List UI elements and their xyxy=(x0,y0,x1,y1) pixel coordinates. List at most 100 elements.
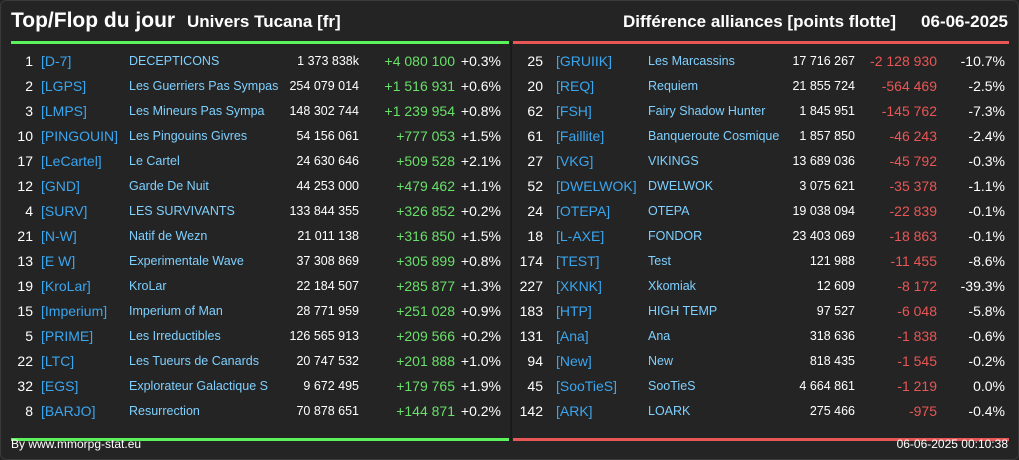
rank-value: 1 xyxy=(25,53,33,69)
rank-value: 25 xyxy=(527,53,543,69)
percent-change: -0.6% xyxy=(968,328,1005,344)
percent-change: +0.3% xyxy=(460,53,501,69)
alliance-name[interactable]: Les Mineurs Pas Sympa xyxy=(129,104,265,118)
percent-change: -0.2% xyxy=(968,353,1005,369)
alliance-name[interactable]: Xkomiak xyxy=(648,279,696,293)
flop-row: 94 [New] New 818 435 -1 545 -0.2% xyxy=(513,349,1009,374)
alliance-name[interactable]: LES SURVIVANTS xyxy=(129,204,235,218)
alliance-name[interactable]: Requiem xyxy=(648,79,699,93)
alliance-name[interactable]: Banqueroute Cosmique xyxy=(648,129,780,143)
rank-value: 227 xyxy=(519,278,543,294)
alliance-tag[interactable]: [Imperium] xyxy=(41,303,108,319)
percent-change: +1.3% xyxy=(460,278,501,294)
alliance-name[interactable]: OTEPA xyxy=(648,204,690,218)
alliance-name[interactable]: DWELWOK xyxy=(648,179,714,193)
alliance-tag[interactable]: [L-AXE] xyxy=(556,228,605,244)
alliance-name[interactable]: Natif de Wezn xyxy=(129,229,208,243)
alliance-name[interactable]: DECEPTICONS xyxy=(129,54,220,68)
percent-change: +0.8% xyxy=(460,103,501,119)
points-difference: +509 528 xyxy=(396,153,455,169)
alliance-tag[interactable]: [LeCartel] xyxy=(41,153,102,169)
percent-change: 0.0% xyxy=(973,378,1005,394)
alliance-tag[interactable]: [LGPS] xyxy=(41,78,87,94)
alliance-tag[interactable]: [TEST] xyxy=(556,253,600,269)
alliance-name[interactable]: Experimentale Wave xyxy=(129,254,244,268)
points-value: 12 609 xyxy=(816,279,855,293)
alliance-name[interactable]: Le Cartel xyxy=(129,154,180,168)
alliance-name[interactable]: Explorateur Galactique S xyxy=(129,379,268,393)
alliance-tag[interactable]: [HTP] xyxy=(556,303,592,319)
header: Top/Flop du jour Univers Tucana [fr] Dif… xyxy=(11,9,1008,37)
alliance-tag[interactable]: [PINGOUIN] xyxy=(41,128,119,144)
alliance-tag[interactable]: [LMPS] xyxy=(41,103,87,119)
alliance-tag[interactable]: [EGS] xyxy=(41,378,79,394)
rank-value: 131 xyxy=(519,328,543,344)
percent-change: -2.5% xyxy=(968,78,1005,94)
points-difference: -8 172 xyxy=(897,278,937,294)
points-difference: -11 455 xyxy=(890,253,937,269)
percent-change: -2.4% xyxy=(968,128,1005,144)
alliance-name[interactable]: Resurrection xyxy=(129,404,200,418)
points-value: 44 253 000 xyxy=(296,179,359,193)
alliance-tag[interactable]: [Faillite] xyxy=(556,128,605,144)
percent-change: +1.0% xyxy=(460,353,501,369)
alliance-tag[interactable]: [FSH] xyxy=(556,103,592,119)
rank-value: 61 xyxy=(527,128,543,144)
rank-value: 5 xyxy=(25,328,33,344)
alliance-name[interactable]: Les Marcassins xyxy=(648,54,735,68)
alliance-name[interactable]: FONDOR xyxy=(648,229,703,243)
alliance-tag[interactable]: [BARJO] xyxy=(41,403,96,419)
percent-change: -5.8% xyxy=(968,303,1005,319)
alliance-name[interactable]: Ana xyxy=(648,329,671,343)
alliance-name[interactable]: SooTieS xyxy=(648,379,696,393)
alliance-tag[interactable]: [GRUIIK] xyxy=(556,53,613,69)
alliance-tag[interactable]: [VKG] xyxy=(556,153,594,169)
alliance-tag[interactable]: [PRIME] xyxy=(41,328,94,344)
alliance-tag[interactable]: [E W] xyxy=(41,253,76,269)
top-row: 15 [Imperium] Imperium of Man 28 771 959 +25… xyxy=(11,299,509,324)
alliance-tag[interactable]: [New] xyxy=(556,353,592,369)
rank-value: 8 xyxy=(25,403,33,419)
alliance-tag[interactable]: [LTC] xyxy=(41,353,75,369)
flop-row: 45 [SooTieS] SooTieS 4 664 861 -1 219 0.0% xyxy=(513,374,1009,399)
alliance-name[interactable]: Les Guerriers Pas Sympas xyxy=(129,79,279,93)
alliance-name[interactable]: VIKINGS xyxy=(648,154,699,168)
alliance-name[interactable]: LOARK xyxy=(648,404,691,418)
alliance-tag[interactable]: [KroLar] xyxy=(41,278,91,294)
alliance-tag[interactable]: [ARK] xyxy=(556,403,593,419)
alliance-tag[interactable]: [N-W] xyxy=(41,228,77,244)
alliance-name[interactable]: Garde De Nuit xyxy=(129,179,209,193)
points-value: 97 527 xyxy=(816,304,855,318)
alliance-tag[interactable]: [Ana] xyxy=(556,328,589,344)
alliance-name[interactable]: New xyxy=(648,354,674,368)
rank-value: 45 xyxy=(527,378,543,394)
points-difference: +4 080 100 xyxy=(384,53,455,69)
alliance-name[interactable]: Test xyxy=(648,254,671,268)
points-value: 19 038 094 xyxy=(792,204,855,218)
points-difference: +479 462 xyxy=(396,178,455,194)
rank-value: 20 xyxy=(527,78,543,94)
alliance-tag[interactable]: [GND] xyxy=(41,178,80,194)
points-value: 4 664 861 xyxy=(799,379,855,393)
rank-value: 174 xyxy=(519,253,543,269)
percent-change: -7.3% xyxy=(968,103,1005,119)
points-difference: +179 765 xyxy=(396,378,455,394)
points-value: 13 689 036 xyxy=(792,154,855,168)
alliance-name[interactable]: Fairy Shadow Hunter xyxy=(648,104,766,118)
alliance-name[interactable]: Les Pingouins Givres xyxy=(129,129,248,143)
points-value: 318 636 xyxy=(809,329,855,343)
alliance-tag[interactable]: [DWELWOK] xyxy=(556,178,637,194)
alliance-tag[interactable]: [OTEPA] xyxy=(556,203,611,219)
alliance-tag[interactable]: [XKNK] xyxy=(556,278,602,294)
alliance-tag[interactable]: [SooTieS] xyxy=(556,378,617,394)
percent-change: -39.3% xyxy=(960,278,1005,294)
alliance-tag[interactable]: [D-7] xyxy=(41,53,72,69)
points-value: 148 302 744 xyxy=(289,104,359,118)
alliance-name[interactable]: Les Tueurs de Canards xyxy=(129,354,259,368)
alliance-name[interactable]: HIGH TEMP xyxy=(648,304,718,318)
alliance-name[interactable]: Les Irreductibles xyxy=(129,329,221,343)
alliance-name[interactable]: Imperium of Man xyxy=(129,304,223,318)
alliance-tag[interactable]: [SURV] xyxy=(41,203,88,219)
alliance-tag[interactable]: [REQ] xyxy=(556,78,595,94)
alliance-name[interactable]: KroLar xyxy=(129,279,167,293)
